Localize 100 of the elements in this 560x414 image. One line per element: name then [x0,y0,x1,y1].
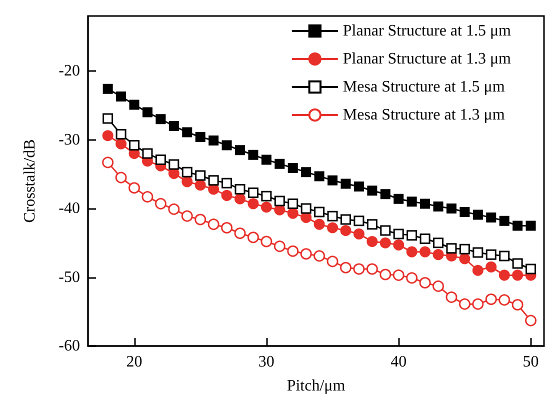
legend-label: Mesa Structure at 1.5 μm [342,78,506,96]
point [102,130,114,142]
point [102,84,113,94]
point [142,191,154,203]
point [432,249,444,260]
point [420,198,430,209]
point [526,264,536,274]
point [420,234,430,244]
point [155,154,166,165]
point [512,299,524,310]
point [182,176,193,188]
point [446,243,457,254]
point [512,270,524,281]
point [367,186,378,196]
point [512,258,523,269]
point [182,127,192,138]
point [354,182,364,192]
point [261,190,272,202]
point [366,219,378,230]
point [221,190,232,201]
point [181,210,193,222]
legend-label: Mesa Structure at 1.3 μm [342,106,506,124]
x-tick-label: 40 [390,354,407,370]
point [168,159,180,170]
point [208,175,219,186]
point [154,198,166,210]
y-tick-label: -50 [58,268,80,286]
point [128,182,140,194]
point [472,264,484,276]
point [472,247,484,258]
point [260,202,272,213]
point [327,210,338,222]
point [115,172,127,184]
x-tick-label: 20 [126,354,142,370]
y-tick-label: -60 [58,338,80,354]
point [274,158,285,169]
point [498,270,510,281]
point [314,206,325,218]
point [300,203,312,214]
point [314,250,326,262]
point [459,244,470,254]
x-tick-label: 50 [522,354,539,370]
point [260,236,272,248]
point [194,180,206,191]
point [274,240,286,252]
point [432,280,444,292]
point [142,148,153,159]
point [274,196,285,206]
point [460,206,470,217]
point [208,218,220,230]
y-axis-title: Crosstalk/dB [22,139,38,223]
point [420,246,431,258]
point [459,253,470,264]
point [314,218,325,230]
point [433,238,444,248]
point [380,189,390,200]
point [234,184,246,194]
point [116,138,127,150]
point [340,214,351,225]
point [380,225,391,236]
x-tick-label: 30 [258,354,274,370]
point [168,121,179,131]
point [419,277,431,288]
point [328,175,338,186]
point [261,154,272,165]
point [287,208,298,219]
point [248,187,258,198]
point [486,249,496,260]
point [301,167,312,178]
point [446,291,458,303]
point [472,210,483,220]
legend-label: Planar Structure at 1.5 μm [342,22,512,40]
point [248,150,258,160]
y-tick-label: -30 [58,131,80,148]
legend-label: Planar Structure at 1.3 μm [342,50,512,68]
point [248,198,259,210]
point [156,114,166,124]
point [340,225,352,236]
point [366,263,378,275]
point [525,314,537,326]
y-tick-label: -40 [58,200,80,217]
point [498,294,510,306]
point [142,107,152,118]
point [326,256,338,268]
point [499,216,510,226]
point [380,237,391,248]
point [393,239,404,250]
point [366,236,378,247]
point [195,132,206,142]
point [208,135,219,146]
point [353,263,365,275]
point [353,228,364,240]
point [406,196,417,207]
point [392,269,404,281]
point [406,230,418,241]
point [380,268,392,280]
point [526,220,536,231]
point [486,261,497,272]
point [433,201,444,212]
x-axis-title: Pitch/μm [286,378,346,394]
